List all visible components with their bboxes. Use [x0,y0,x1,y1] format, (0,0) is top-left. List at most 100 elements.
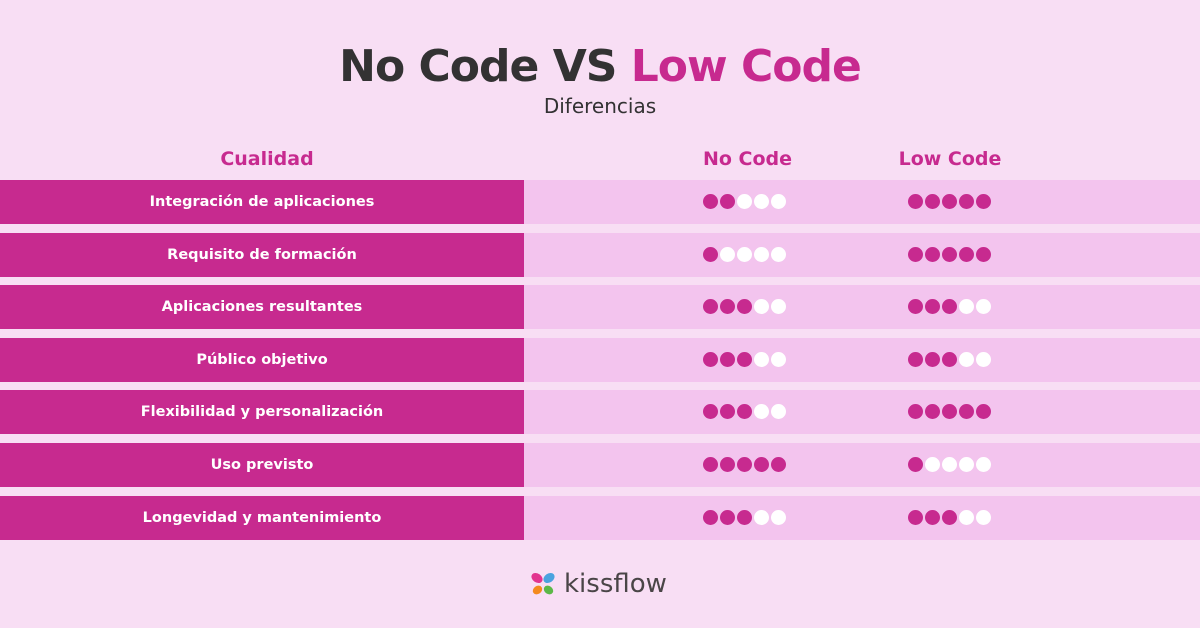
filled-dot-icon [703,351,718,367]
empty-dot-icon [737,246,752,262]
quality-label: Aplicaciones resultantes [0,285,524,330]
table-row: Público objetivo [0,337,1200,382]
filled-dot-icon [703,299,718,315]
column-header-quality: Cualidad [220,148,314,170]
filled-dot-icon [925,194,940,209]
low-code-rating [908,457,991,473]
butterfly-petals-icon [531,572,555,595]
empty-dot-icon [925,457,940,472]
empty-dot-icon [771,509,786,525]
filled-dot-icon [908,194,923,209]
filled-dot-icon [959,246,974,262]
filled-dot-icon [737,351,752,367]
filled-dot-icon [720,299,735,315]
empty-dot-icon [737,194,752,209]
filled-dot-icon [908,299,923,315]
empty-dot-icon [959,457,974,472]
filled-dot-icon [737,404,752,420]
filled-dot-icon [703,457,718,472]
table-row: Longevidad y mantenimiento [0,495,1200,540]
empty-dot-icon [771,404,786,420]
filled-dot-icon [925,351,940,367]
filled-dot-icon [908,404,923,420]
page-subtitle: Diferencias [543,94,657,118]
filled-dot-icon [703,194,718,209]
filled-dot-icon [908,246,923,262]
filled-dot-icon [771,457,786,472]
table-row: Requisito de formación [0,232,1200,277]
table-row: Flexibilidad y personalización [0,390,1200,435]
filled-dot-icon [720,457,735,472]
filled-dot-icon [942,194,957,209]
empty-dot-icon [754,509,769,525]
filled-dot-icon [908,351,923,367]
empty-dot-icon [771,246,786,262]
empty-dot-icon [959,351,974,367]
quality-label: Uso previsto [0,443,524,487]
page-title: No Code VS Low Code [0,40,1200,94]
table-row: Aplicaciones resultantes [0,285,1200,330]
column-header-no-code: No Code [702,148,793,170]
filled-dot-icon [720,351,735,367]
column-header-low-code: Low Code [898,148,1002,170]
quality-label: Flexibilidad y personalización [0,390,524,435]
filled-dot-icon [942,351,957,367]
low-code-rating [908,246,991,263]
filled-dot-icon [703,246,718,262]
empty-dot-icon [959,299,974,315]
empty-dot-icon [771,299,786,315]
low-code-rating [908,351,991,368]
brand-logo: kissflow [530,568,667,600]
no-code-rating [703,246,786,263]
empty-dot-icon [942,457,957,472]
no-code-rating [703,299,786,315]
brand-name: kissflow [564,569,667,599]
filled-dot-icon [720,404,735,420]
filled-dot-icon [703,404,718,420]
no-code-rating [703,194,786,210]
empty-dot-icon [959,509,974,525]
empty-dot-icon [720,246,735,262]
filled-dot-icon [942,299,957,315]
filled-dot-icon [959,404,974,420]
empty-dot-icon [976,457,991,472]
low-code-rating [908,509,991,526]
no-code-rating [703,509,786,526]
filled-dot-icon [737,299,752,315]
filled-dot-icon [942,404,957,420]
filled-dot-icon [737,509,752,525]
filled-dot-icon [908,457,923,472]
filled-dot-icon [754,457,769,472]
filled-dot-icon [976,194,991,209]
empty-dot-icon [771,351,786,367]
empty-dot-icon [754,351,769,367]
empty-dot-icon [976,509,991,525]
filled-dot-icon [942,246,957,262]
filled-dot-icon [737,457,752,472]
empty-dot-icon [754,404,769,420]
quality-label: Público objetivo [0,337,524,382]
filled-dot-icon [908,509,923,525]
filled-dot-icon [925,509,940,525]
no-code-rating [703,457,786,473]
empty-dot-icon [754,299,769,315]
filled-dot-icon [925,246,940,262]
quality-label: Longevidad y mantenimiento [0,495,524,540]
filled-dot-icon [976,404,991,420]
filled-dot-icon [720,509,735,525]
empty-dot-icon [976,351,991,367]
filled-dot-icon [720,194,735,209]
table-row: Uso previsto [0,443,1200,487]
filled-dot-icon [925,404,940,420]
no-code-rating [703,351,786,368]
title-no-code-vs: No Code VS [339,41,617,92]
no-code-rating [703,404,786,420]
low-code-rating [908,404,991,420]
empty-dot-icon [754,194,769,209]
low-code-rating [908,194,991,210]
filled-dot-icon [959,194,974,209]
quality-label: Requisito de formación [0,232,524,277]
filled-dot-icon [942,509,957,525]
low-code-rating [908,299,991,315]
filled-dot-icon [703,509,718,525]
